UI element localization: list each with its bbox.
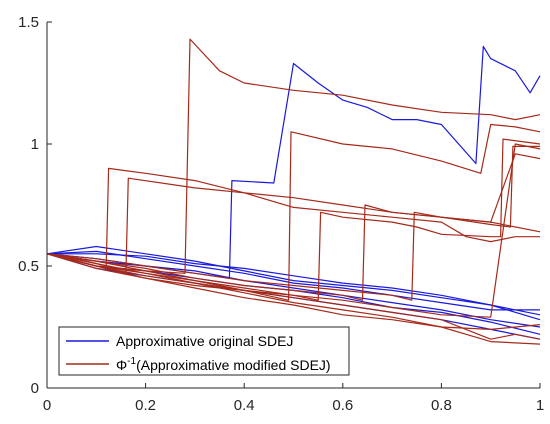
series-line-red-8 <box>46 38 541 274</box>
legend-label-blue: Approximative original SDEJ <box>116 333 293 349</box>
y-tick-label: 0 <box>31 380 39 397</box>
y-axis-ticks: 0 0.5 1 1.5 <box>18 14 52 397</box>
legend: Approximative original SDEJ Φ-1(Approxim… <box>58 326 350 376</box>
series-line-red-14 <box>46 253 541 345</box>
legend-box <box>58 326 350 376</box>
series-line-red-17 <box>46 253 541 330</box>
y-tick-label: 1.5 <box>18 14 39 31</box>
y-tick-label: 1 <box>31 136 39 153</box>
series-line-red-9 <box>46 153 541 267</box>
legend-label-red-sup: -1 <box>127 356 136 367</box>
series-line-blue-2 <box>46 245 541 316</box>
series-line-blue-1 <box>46 45 541 279</box>
legend-label-red-prefix: Φ <box>116 357 127 373</box>
y-tick-label: 0.5 <box>18 258 39 275</box>
series-line-blue-5 <box>46 250 540 311</box>
series-line-red-12 <box>46 123 541 301</box>
legend-label-red: Φ-1(Approximative modified SDEJ) <box>116 356 331 373</box>
plot-area: 0 0.2 0.4 0.6 0.8 1 0 0.5 1 1.5 <box>18 14 544 414</box>
x-tick-label: 0.4 <box>234 397 255 414</box>
x-tick-label: 0.2 <box>135 397 156 414</box>
series-line-red-10 <box>46 177 540 274</box>
series-line-blue-7 <box>47 253 541 321</box>
legend-label-red-suffix: (Approximative modified SDEJ) <box>136 357 331 373</box>
x-tick-label: 0.6 <box>332 397 353 414</box>
series-layer <box>46 38 541 345</box>
series-line-red-16 <box>46 145 540 301</box>
x-tick-label: 0.8 <box>431 397 452 414</box>
x-axis-ticks: 0 0.2 0.4 0.6 0.8 1 <box>43 383 544 414</box>
series-line-red-18 <box>46 138 541 301</box>
x-tick-label: 1 <box>536 397 544 414</box>
x-tick-label: 0 <box>43 397 51 414</box>
